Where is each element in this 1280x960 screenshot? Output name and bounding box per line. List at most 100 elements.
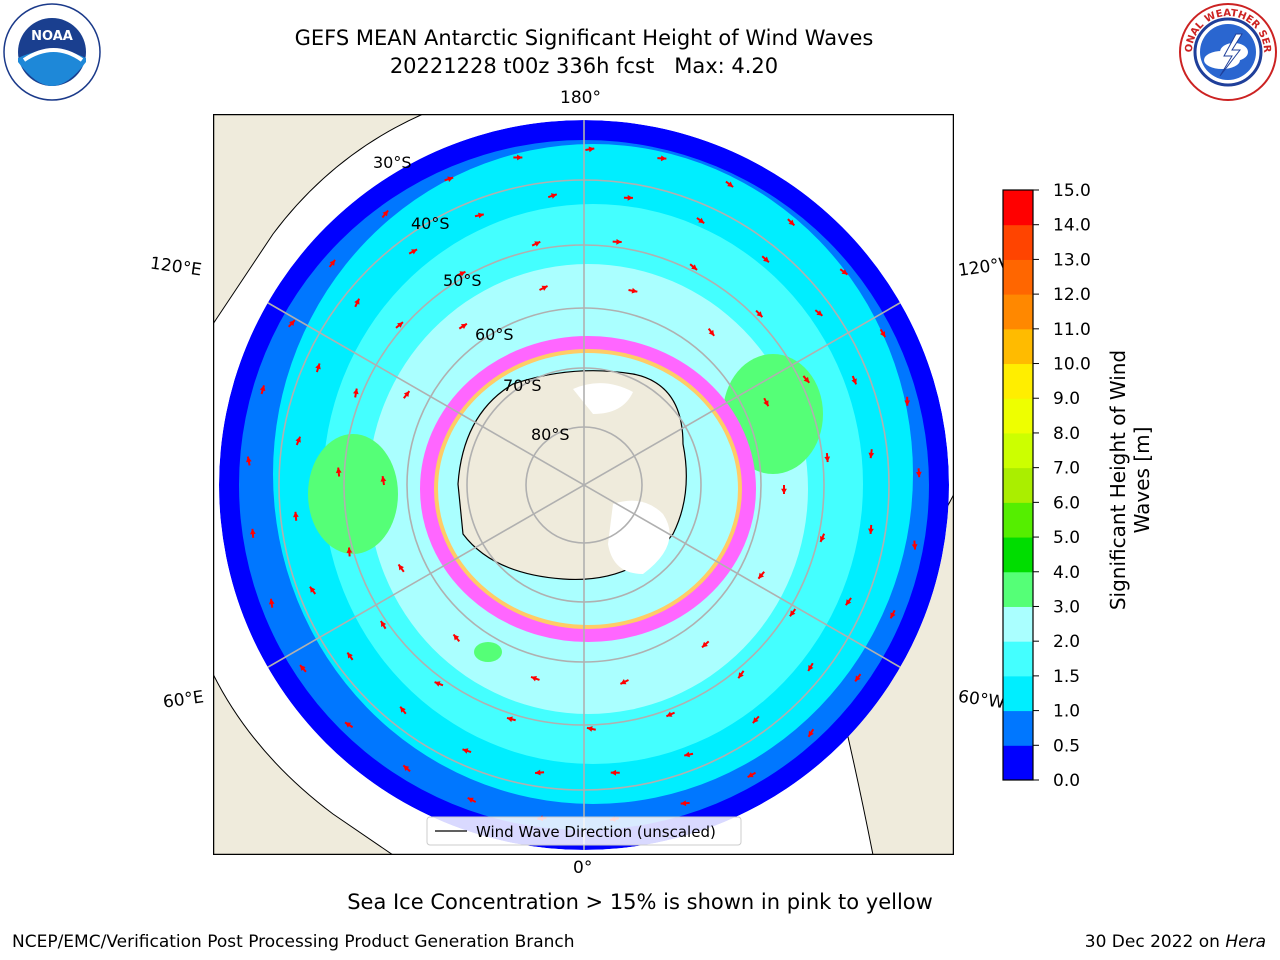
wind-wave-arrowhead [380, 620, 387, 627]
colorbar-tick-label: 11.0 [1053, 320, 1091, 340]
colorbar-tick-label: 1.5 [1053, 667, 1080, 687]
wind-wave-arrowhead [758, 572, 765, 579]
wind-wave-arrowhead [535, 769, 541, 776]
wind-wave-arrowhead [824, 456, 831, 463]
wind-wave-arrowhead [380, 476, 387, 482]
wind-wave-arrowhead [904, 400, 911, 406]
colorbar-block [1003, 502, 1033, 538]
wind-wave-arrowhead [541, 285, 548, 291]
footer-date-text: 30 Dec 2022 on [1084, 932, 1220, 952]
wind-wave-arrowhead [588, 146, 595, 153]
wind-wave-arrowhead [789, 610, 796, 617]
wind-wave-arrowhead [915, 471, 922, 478]
wind-wave-arrowhead [890, 612, 896, 619]
wind-wave-arrowhead [309, 586, 316, 593]
wind-wave-arrowhead [460, 323, 467, 330]
wind-wave-arrowhead [631, 287, 638, 294]
colorbar-block [1003, 675, 1033, 712]
colorbar-tick-label: 12.0 [1053, 285, 1091, 305]
wind-wave-arrowhead [708, 329, 715, 336]
wind-wave-arrowhead [702, 641, 708, 648]
wind-wave-arrowhead [727, 181, 734, 187]
noaa-logo-text: NOAA [31, 29, 73, 44]
chart-title: GEFS MEAN Antarctic Significant Height o… [294, 26, 874, 50]
lat-label-50s: 50°S [443, 271, 482, 290]
wind-wave-arrowhead [627, 194, 633, 201]
wind-wave-arrowhead [738, 672, 744, 679]
wind-wave-arrowhead [478, 212, 484, 219]
colorbar-label-wrap: Significant Height of Wind Waves [m] [1090, 300, 1170, 660]
colorbar-tick-label: 4.0 [1053, 563, 1080, 583]
wind-wave-arrowhead [335, 467, 342, 474]
wind-wave-arrowhead [345, 722, 352, 728]
wind-wave-arrowhead [763, 400, 769, 407]
colorbar-blocks [1003, 190, 1033, 781]
lon-label-60e: 60°E [161, 687, 206, 713]
colorbar-tick-label: 8.0 [1053, 424, 1080, 444]
colorbar-block [1003, 294, 1033, 330]
wind-wave-arrowhead [400, 706, 406, 713]
lon-label-180: 180° [560, 88, 601, 108]
colorbar-tick-label: 7.0 [1053, 459, 1080, 479]
ice-shelf-ross [573, 383, 633, 414]
wind-wave-arrowhead [911, 544, 918, 550]
wind-wave-arrowhead [403, 391, 410, 398]
wind-wave-arrowhead [382, 210, 389, 217]
colorbar-tick-label: 1.0 [1053, 702, 1080, 722]
wind-wave-arrowhead [781, 488, 787, 494]
wind-wave-arrowhead [434, 681, 441, 687]
sea-ice-edge [434, 349, 742, 629]
wind-wave-arrowhead [680, 800, 687, 807]
wind-wave-arrowhead [459, 271, 466, 277]
wind-wave-arrowhead [845, 599, 852, 606]
wind-wave-arrowhead [246, 456, 252, 463]
wind-wave-arrowhead [352, 388, 359, 395]
colorbar-block [1003, 363, 1033, 399]
wind-wave-arrowhead [299, 665, 306, 671]
wind-wave-arrowhead [289, 320, 295, 327]
wind-wave-arrowhead [531, 676, 537, 682]
ice-shelf-weddell [608, 500, 670, 574]
wind-wave-arrowhead [517, 154, 523, 161]
lon-label-0: 0° [573, 858, 593, 878]
wave-patch-west [308, 434, 398, 554]
lat-label-40s: 40°S [411, 214, 450, 233]
lat-label-70s: 70°S [503, 376, 542, 395]
wind-wave-arrowhead [467, 797, 474, 803]
wind-wave-arrowhead [534, 241, 541, 247]
colorbar-block [1003, 259, 1033, 295]
colorbar-block [1003, 745, 1033, 781]
colorbar-label-line2: Waves [m] [1130, 426, 1154, 534]
noaa-logo-icon: NOAA [3, 3, 101, 101]
wind-wave-arrowhead [616, 238, 622, 245]
footer-date: 30 Dec 2022 on Hera [1085, 932, 1266, 952]
wind-wave-arrowhead [586, 726, 593, 732]
lat-label-60s: 60°S [475, 325, 514, 344]
wind-wave-arrowhead [250, 528, 256, 535]
map-legend: Wind Wave Direction (unscaled) [426, 816, 742, 846]
wind-wave-arrowhead [610, 769, 617, 776]
colorbar-tick-label: 0.0 [1053, 771, 1080, 790]
wind-wave-arrowhead [666, 711, 673, 717]
wind-wave-arrowhead [819, 535, 826, 542]
wind-wave-arrowhead [620, 679, 627, 685]
lat-label-80s: 80°S [531, 425, 570, 444]
colorbar-tick-label: 13.0 [1053, 250, 1091, 270]
wind-wave-arrowhead [354, 298, 360, 305]
colorbar-tick-label: 14.0 [1053, 216, 1091, 236]
wind-wave-arrowhead [346, 547, 353, 553]
footer-host: Hera [1225, 932, 1266, 952]
wind-wave-arrowhead [259, 385, 266, 392]
wind-wave-arrowhead [691, 264, 698, 270]
colorbar-tick-label: 5.0 [1053, 528, 1080, 548]
wind-wave-arrowhead [855, 675, 861, 682]
wind-wave-arrowhead [295, 436, 301, 443]
sea-ice-caption: Sea Ice Concentration > 15% is shown in … [347, 890, 933, 914]
wind-wave-arrowhead [698, 217, 705, 224]
colorbar-block [1003, 467, 1033, 503]
colorbar-block [1003, 224, 1033, 260]
wind-wave-arrowhead [880, 331, 886, 338]
wind-wave-arrowhead [747, 772, 754, 778]
wind-wave-arrowhead [398, 564, 404, 571]
wind-wave-arrowhead [397, 322, 403, 328]
